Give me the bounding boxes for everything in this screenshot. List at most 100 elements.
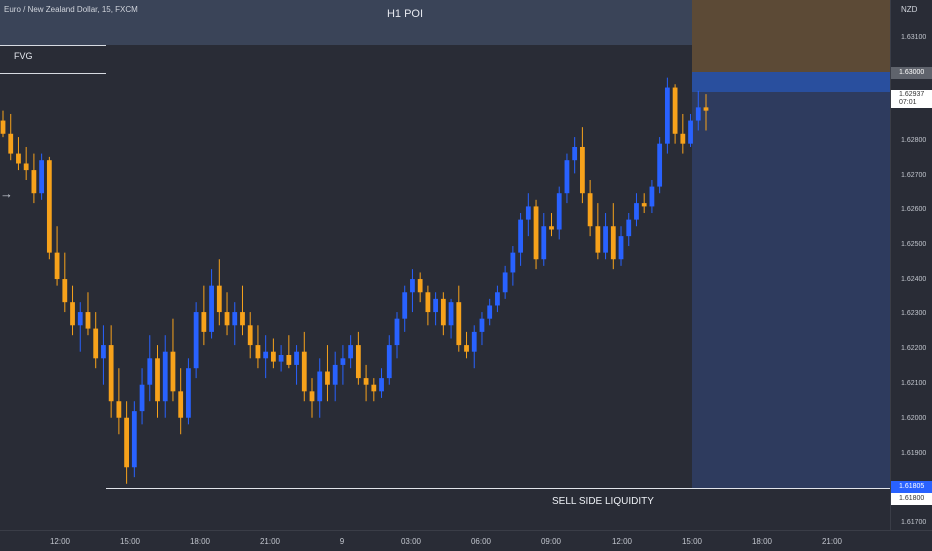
candle-body [216,285,222,313]
candle [649,180,655,214]
price-tick: 1.61900 [901,450,927,457]
candle-body [309,391,315,402]
time-tick: 21:00 [259,537,281,546]
price-tick: 1.63100 [901,34,927,41]
price-tick: 1.62100 [901,380,927,387]
candle [170,318,176,402]
candle [8,113,14,161]
candle [595,203,601,260]
candle [464,331,469,359]
candle [355,331,361,385]
time-axis[interactable]: 12:00 15:00 18:00 21:00 9 03:00 06:00 09… [0,530,932,551]
candle-body [634,203,639,220]
candle [101,325,106,385]
candle-body [116,401,122,418]
candle [294,345,299,385]
candle-body [325,371,330,385]
chart-area[interactable]: H1 POI Euro / New Zealand Dollar, 15, FX… [0,0,890,530]
candle-body [556,193,562,230]
candle-body [46,160,52,253]
candle-body [371,384,377,392]
candle-body [54,252,60,280]
candle-body [232,312,238,326]
candle-body [433,298,439,313]
entry-strip [692,72,890,92]
time-tick: 18:00 [751,537,773,546]
candle-body [355,345,361,379]
candle [255,325,261,369]
candle-body [240,312,245,326]
candle [440,292,446,336]
fvg-zone [0,45,106,74]
candle-body [680,133,686,144]
price-tick: 1.62200 [901,345,927,352]
price-axis[interactable]: NZD 1.63100 1.63000 1.62937 07:01 1.6280… [890,0,932,530]
candle-body [363,378,369,385]
candle [325,345,330,402]
candle-body [193,312,199,369]
price-tick: 1.62400 [901,276,927,283]
candle [618,226,624,266]
candle [610,203,616,270]
candle [201,285,207,346]
candle [16,137,21,171]
candle-body [162,351,168,402]
symbol-title: Euro / New Zealand Dollar, 15, FXCM [4,5,138,14]
candle-body [139,384,145,412]
candle-body [379,378,384,392]
candle-body [23,163,29,171]
price-tick: 1.61700 [901,519,927,526]
time-tick: 9 [339,537,345,546]
candle [317,358,323,418]
candle [162,335,168,418]
time-tick: 15:00 [681,537,703,546]
currency-label: NZD [901,5,918,14]
candle-body [93,328,99,359]
candle-body [417,279,423,293]
candle [657,137,663,194]
candle-body [649,186,655,207]
time-tick: 21:00 [821,537,843,546]
candle-body [101,345,106,359]
candle-body [595,226,601,253]
candle [216,259,222,326]
candle-body [587,193,593,227]
time-tick: 12:00 [611,537,633,546]
candle-body [0,120,6,134]
candle [379,368,384,398]
price-tick: 1.62800 [901,137,927,144]
candle-body [572,146,578,161]
ssl-price-tag-alt: 1.61800 [891,493,932,505]
candle [224,292,230,336]
candle-body [386,345,392,379]
candle-body [525,206,531,220]
candle [348,335,354,369]
candle [456,285,462,352]
candle-body [626,219,632,237]
time-tick: 12:00 [49,537,71,546]
candle-body [533,206,539,260]
candle [39,153,45,200]
candle-body [603,226,608,253]
candle [131,401,137,478]
candle-body [77,312,83,326]
price-tick: 1.62600 [901,206,927,213]
candle [155,345,160,418]
candle [626,213,632,247]
candle-body [201,312,207,332]
candle [139,368,145,425]
candle [193,302,199,379]
candle-body [85,312,91,329]
candle-body [641,203,647,207]
candle [541,213,547,266]
candle [495,285,500,313]
price-tick: 1.62500 [901,241,927,248]
candle-body [695,107,701,121]
candle-body [270,351,276,362]
candle-body [340,358,346,365]
candle-body [224,312,230,326]
candle [93,312,99,369]
candle [471,325,477,369]
candle [641,193,647,214]
candle [572,137,578,174]
